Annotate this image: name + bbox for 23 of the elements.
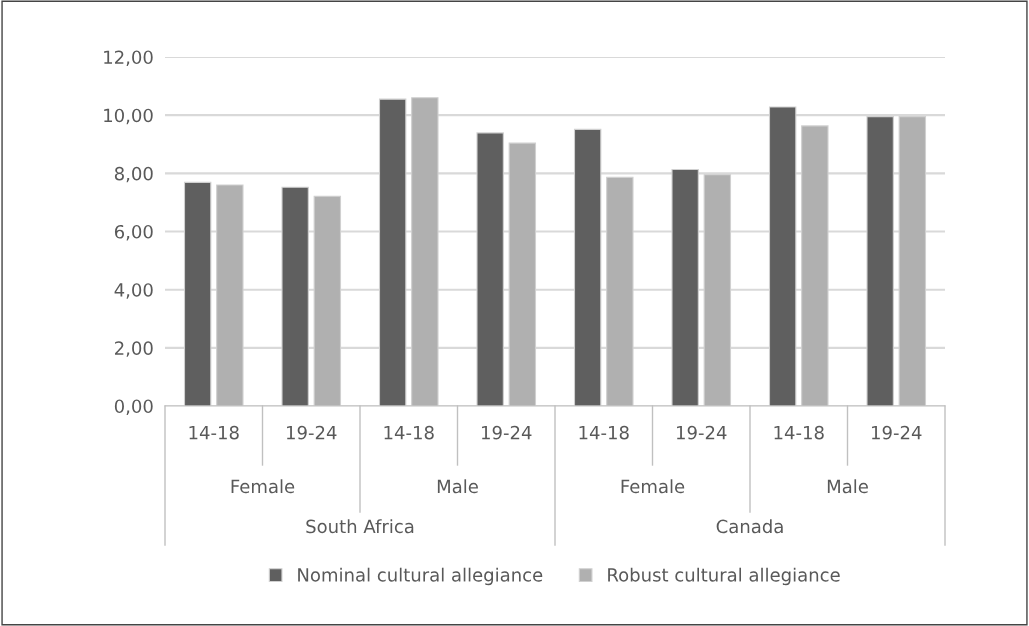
y-tick-label: 10,00	[104, 108, 153, 125]
y-tick-label: 4,00	[114, 283, 153, 299]
text: Male	[437, 479, 478, 494]
x-tick-label: 14-18	[189, 425, 239, 440]
x-tick-label: 19-24	[482, 425, 532, 440]
text: Male	[827, 479, 868, 494]
x-tick-label: 19-24	[872, 425, 922, 440]
x-tick-label: 14-18	[774, 425, 824, 440]
y-tick-label: 12,00	[104, 50, 153, 66]
x-tick-label: 19-24	[677, 425, 727, 440]
legend-label: Nominal cultural allegiance	[298, 567, 543, 586]
y-tick-label: 2,00	[115, 341, 153, 357]
y-tick-label: 8,00	[114, 166, 153, 183]
text: Female	[621, 479, 685, 494]
legend-label: Robust cultural allegiance	[608, 567, 840, 586]
x-tick-label: 19-24	[287, 425, 337, 440]
y-tick-label: 6,00	[114, 224, 153, 241]
text: Female	[231, 479, 295, 494]
x-tick-label: 14-18	[384, 425, 434, 440]
x-tick-label: 14-18	[579, 425, 629, 440]
text: South Africa	[306, 519, 414, 534]
text: Canada	[716, 519, 783, 534]
y-tick-label: 0,00	[114, 399, 153, 415]
